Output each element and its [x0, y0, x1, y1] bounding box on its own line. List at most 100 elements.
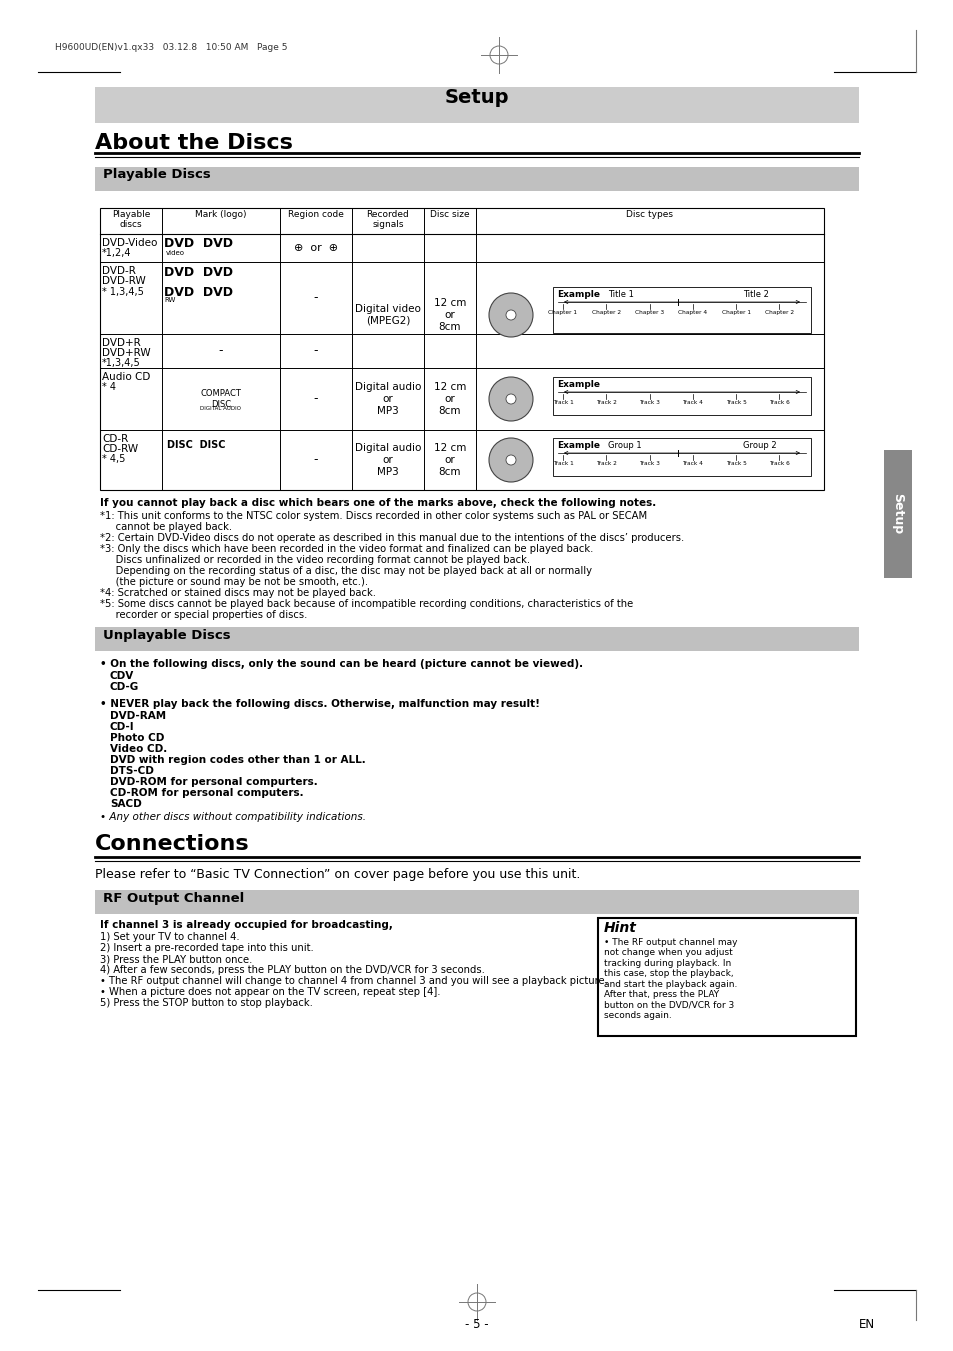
Bar	[95, 627, 858, 651]
Text: • The RF output channel may
not change when you adjust
tracking during playback.: • The RF output channel may not change w…	[603, 938, 737, 1020]
Text: DVD  DVD: DVD DVD	[164, 266, 233, 280]
Text: • Any other discs without compatibility indications.: • Any other discs without compatibility …	[100, 812, 366, 821]
Text: Hint: Hint	[603, 921, 637, 935]
Text: Group 2: Group 2	[742, 440, 776, 450]
Bar	[95, 890, 858, 915]
Circle shape	[489, 377, 533, 422]
Text: Track 2: Track 2	[596, 461, 616, 466]
Text: Chapter 4: Chapter 4	[678, 309, 706, 315]
Text: • The RF output channel will change to channel 4 from channel 3 and you will see: • The RF output channel will change to c…	[100, 975, 607, 986]
Text: * 4: * 4	[102, 382, 116, 392]
Text: EN: EN	[858, 1319, 874, 1331]
Circle shape	[505, 309, 516, 320]
Bar	[100, 208, 823, 490]
Text: recorder or special properties of discs.: recorder or special properties of discs.	[100, 611, 307, 620]
Text: * 1,3,4,5: * 1,3,4,5	[102, 286, 144, 297]
Text: Setup: Setup	[444, 88, 509, 107]
Text: H9600UD(EN)v1.qx33   03.12.8   10:50 AM   Page 5: H9600UD(EN)v1.qx33 03.12.8 10:50 AM Page…	[55, 43, 287, 51]
Text: Example: Example	[557, 440, 599, 450]
Bar	[883, 450, 911, 578]
Text: Track 5: Track 5	[725, 400, 746, 405]
Text: COMPACT
DISC: COMPACT DISC	[200, 389, 241, 409]
Bar	[100, 208, 823, 234]
Text: Chapter 2: Chapter 2	[591, 309, 620, 315]
Text: Group 1: Group 1	[607, 440, 641, 450]
Text: DVD  DVD: DVD DVD	[164, 236, 233, 250]
Text: Connections: Connections	[95, 834, 250, 854]
Text: CD-G: CD-G	[110, 682, 139, 692]
Text: 12 cm
or
8cm: 12 cm or 8cm	[434, 299, 466, 331]
Text: DVD-R: DVD-R	[102, 266, 135, 276]
Text: Chapter 1: Chapter 1	[720, 309, 750, 315]
Text: -: -	[314, 345, 318, 358]
Text: Track 6: Track 6	[768, 400, 789, 405]
Text: CD-RW: CD-RW	[102, 444, 138, 454]
Text: Depending on the recording status of a disc, the disc may not be played back at : Depending on the recording status of a d…	[100, 566, 592, 576]
Text: Discs unfinalized or recorded in the video recording format cannot be played bac: Discs unfinalized or recorded in the vid…	[100, 555, 530, 565]
Text: CD-I: CD-I	[110, 721, 134, 732]
Text: DTS-CD: DTS-CD	[110, 766, 153, 775]
Text: 1) Set your TV to channel 4.: 1) Set your TV to channel 4.	[100, 932, 239, 942]
Text: 3) Press the PLAY button once.: 3) Press the PLAY button once.	[100, 954, 253, 965]
Bar	[553, 377, 810, 415]
Text: Example: Example	[557, 380, 599, 389]
Bar	[95, 168, 858, 190]
Text: (the picture or sound may be not be smooth, etc.).: (the picture or sound may be not be smoo…	[100, 577, 368, 586]
Text: Track 6: Track 6	[768, 461, 789, 466]
Text: DVD+RW: DVD+RW	[102, 349, 151, 358]
Bar	[95, 86, 858, 123]
Text: DVD-RAM: DVD-RAM	[110, 711, 166, 721]
Text: 12 cm
or
8cm: 12 cm or 8cm	[434, 382, 466, 416]
Text: Video CD.: Video CD.	[110, 744, 167, 754]
Text: *2: Certain DVD-Video discs do not operate as described in this manual due to th: *2: Certain DVD-Video discs do not opera…	[100, 534, 683, 543]
Text: Disc size: Disc size	[430, 209, 469, 219]
Text: * 4,5: * 4,5	[102, 454, 125, 463]
Text: Playable Discs: Playable Discs	[103, 168, 211, 181]
Text: 5) Press the STOP button to stop playback.: 5) Press the STOP button to stop playbac…	[100, 998, 313, 1008]
Circle shape	[505, 455, 516, 465]
Text: Track 3: Track 3	[639, 461, 659, 466]
Text: Photo CD: Photo CD	[110, 734, 164, 743]
Text: CD-ROM for personal computers.: CD-ROM for personal computers.	[110, 788, 303, 798]
Text: If channel 3 is already occupied for broadcasting,: If channel 3 is already occupied for bro…	[100, 920, 393, 929]
Text: Digital audio
or
MP3: Digital audio or MP3	[355, 382, 420, 416]
Text: 2) Insert a pre-recorded tape into this unit.: 2) Insert a pre-recorded tape into this …	[100, 943, 314, 952]
Text: Example: Example	[557, 290, 599, 299]
Text: Playable
discs: Playable discs	[112, 209, 150, 230]
Text: *5: Some discs cannot be played back because of incompatible recording condition: *5: Some discs cannot be played back bec…	[100, 598, 633, 609]
Bar	[553, 286, 810, 332]
Text: -: -	[218, 345, 223, 358]
Bar	[598, 917, 855, 1036]
Text: CD-R: CD-R	[102, 434, 128, 444]
Text: -: -	[314, 454, 318, 466]
Text: • When a picture does not appear on the TV screen, repeat step [4].: • When a picture does not appear on the …	[100, 988, 440, 997]
Circle shape	[489, 293, 533, 336]
Text: DVD with region codes other than 1 or ALL.: DVD with region codes other than 1 or AL…	[110, 755, 365, 765]
Text: -: -	[314, 393, 318, 405]
Text: Digital video
(MPEG2): Digital video (MPEG2)	[355, 304, 420, 326]
Circle shape	[505, 394, 516, 404]
Text: Track 4: Track 4	[681, 461, 702, 466]
Text: DISC  DISC: DISC DISC	[167, 440, 225, 450]
Text: Track 5: Track 5	[725, 461, 746, 466]
Text: Unplayable Discs: Unplayable Discs	[103, 630, 231, 642]
Circle shape	[489, 438, 533, 482]
Text: Chapter 1: Chapter 1	[548, 309, 577, 315]
Text: DIGITAL AUDIO: DIGITAL AUDIO	[200, 407, 241, 412]
Text: -: -	[314, 292, 318, 304]
Text: Please refer to “Basic TV Connection” on cover page before you use this unit.: Please refer to “Basic TV Connection” on…	[95, 867, 579, 881]
Text: Recorded
signals: Recorded signals	[366, 209, 409, 230]
Text: ⊕  or  ⊕: ⊕ or ⊕	[294, 243, 337, 253]
Text: Track 2: Track 2	[596, 400, 616, 405]
Text: DVD-ROM for personal compurters.: DVD-ROM for personal compurters.	[110, 777, 317, 788]
Text: DVD-Video: DVD-Video	[102, 238, 157, 249]
Text: • On the following discs, only the sound can be heard (picture cannot be viewed): • On the following discs, only the sound…	[100, 659, 582, 669]
Text: DVD  DVD: DVD DVD	[164, 286, 233, 299]
Text: RF Output Channel: RF Output Channel	[103, 892, 244, 905]
Text: RW: RW	[164, 297, 175, 303]
Text: Chapter 3: Chapter 3	[635, 309, 663, 315]
Text: Mark (logo): Mark (logo)	[195, 209, 247, 219]
Bar	[553, 438, 810, 476]
Text: About the Discs: About the Discs	[95, 132, 293, 153]
Text: 4) After a few seconds, press the PLAY button on the DVD/VCR for 3 seconds.: 4) After a few seconds, press the PLAY b…	[100, 965, 484, 975]
